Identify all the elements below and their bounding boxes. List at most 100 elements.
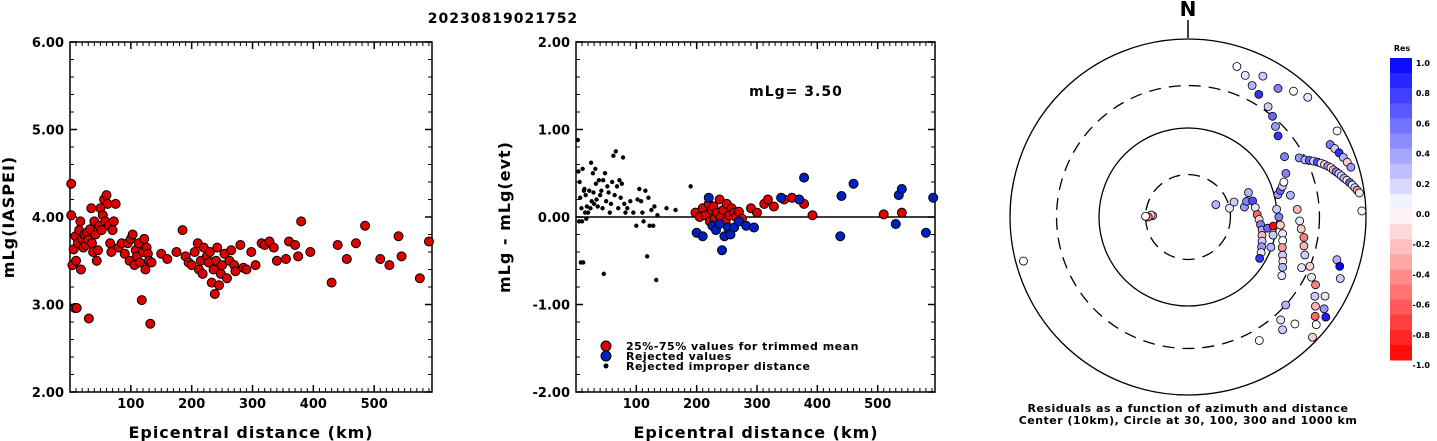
y-tick-label: 2.00 [538, 36, 570, 51]
y-tick-label: 0.00 [538, 211, 570, 226]
rejected-point [799, 172, 810, 183]
improper-distance-point [622, 201, 627, 207]
magnitude-point [136, 295, 147, 306]
improper-distance-point [620, 155, 626, 160]
north-label: N [1180, 0, 1197, 21]
magnitude-point [107, 225, 118, 236]
station-point [1307, 272, 1316, 282]
station-point [1305, 261, 1315, 271]
x-tick-label: 200 [178, 397, 205, 412]
trimmed-mean-point [762, 194, 773, 205]
station-point [1268, 111, 1277, 121]
magnitude-point [66, 210, 77, 221]
rejected-point [890, 219, 901, 229]
x-tick-label: 100 [117, 397, 144, 412]
station-point [1281, 169, 1291, 178]
station-point [1232, 62, 1242, 71]
rejected-point [776, 192, 787, 203]
magnitude-point [108, 216, 119, 227]
magnitude-axis-ticks: 6.00 5.00 4.00 3.00 2.00 100 200 300 400 500 [32, 36, 432, 412]
x-tick-label: 300 [743, 397, 770, 412]
station-point [1320, 291, 1330, 301]
station-point [1281, 300, 1291, 310]
residual-axis-ticks: 2.00 1.00 0.00 -1.00 -2.00 100 200 300 400 500 [533, 36, 935, 412]
improper-distance-point [578, 195, 583, 200]
improper-distance-point [579, 206, 584, 211]
trimmed-mean-point [896, 207, 907, 218]
improper-distance-point [584, 216, 589, 221]
improper-distance-point [599, 188, 604, 193]
trimmed-mean-point [807, 210, 818, 221]
colorbar-cell [1390, 118, 1412, 134]
magnitude-plot-frame [69, 41, 433, 393]
improper-distance-point [634, 223, 639, 228]
colorbar-tick-label: -0.2 [1413, 240, 1431, 249]
colorbar-tick-label: 0.0 [1416, 210, 1431, 219]
improper-distance-point [602, 171, 608, 176]
legend-label-rejected: Rejected values [626, 350, 732, 363]
magnitude-point [396, 251, 407, 262]
colorbar-title: Res [1394, 44, 1411, 53]
station-point [1299, 233, 1309, 242]
improper-distance-point [595, 204, 600, 209]
improper-distance-point [591, 190, 596, 195]
residual-xlabel: Epicentral distance (km) [633, 423, 878, 441]
magnitude-point [250, 260, 261, 271]
station-point [1229, 197, 1239, 207]
legend-marker-rejected [600, 350, 612, 362]
station-point [1278, 325, 1287, 335]
magnitude-point [75, 264, 86, 275]
colorbar-cell [1390, 284, 1412, 301]
improper-distance-point [611, 153, 616, 158]
station-point [1335, 274, 1345, 283]
rejected-point [928, 192, 939, 203]
improper-distance-point [596, 178, 602, 183]
magnitude-point [105, 238, 116, 249]
rejected-point [896, 184, 907, 194]
improper-distance-point [588, 160, 594, 165]
station-point [1346, 162, 1356, 172]
rejected-point [717, 245, 728, 256]
magnitude-point [189, 247, 200, 257]
x-tick-label: 500 [864, 397, 891, 412]
improper-distance-point [673, 207, 678, 213]
colorbar-cell [1390, 88, 1412, 104]
colorbar-cell [1390, 178, 1412, 195]
rejected-point [835, 231, 846, 242]
station-point [1244, 188, 1253, 197]
colorbar-cell [1390, 163, 1412, 180]
improper-distance-point [664, 206, 669, 211]
ring-1000km [1009, 38, 1367, 396]
x-tick-label: 300 [239, 397, 266, 412]
improper-distance-point [610, 179, 615, 185]
rejected-point [748, 222, 759, 233]
magnitude-point [86, 203, 97, 214]
station-point [1277, 243, 1287, 253]
colorbar-tick-label: 0.2 [1416, 180, 1430, 189]
station-point [1272, 204, 1282, 214]
station-point [1280, 152, 1289, 162]
colorbar-cell [1390, 58, 1412, 74]
improper-distance-point [623, 210, 628, 215]
improper-distance-point [631, 210, 636, 215]
legend-marker-improper [603, 363, 609, 369]
magnitude-point [350, 238, 361, 249]
station-point [1225, 203, 1234, 213]
improper-distance-point [584, 204, 590, 209]
station-point [1290, 319, 1300, 329]
colorbar-cell [1390, 344, 1412, 361]
improper-distance-point [616, 206, 621, 211]
magnitude-point [119, 248, 130, 259]
station-point [1141, 211, 1150, 221]
improper-distance-point [591, 201, 597, 207]
legend-marker-trimmed [600, 340, 612, 352]
y-tick-label: -2.00 [533, 386, 570, 401]
improper-distance-point [613, 149, 619, 154]
colorbar-cell [1390, 329, 1412, 346]
trimmed-mean-point [768, 201, 779, 212]
magnitude-point [326, 277, 337, 288]
improper-distance-point [640, 210, 645, 215]
magnitude-point [414, 273, 425, 284]
station-point [1263, 102, 1273, 112]
station-point [1254, 89, 1264, 99]
